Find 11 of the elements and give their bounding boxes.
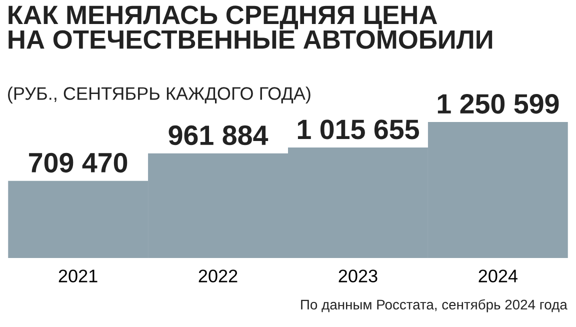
- text: По данным Росстата, сентябрь 2024 года: [301, 299, 568, 312]
- x-tick-label: 2023: [338, 270, 378, 282]
- x-tick-label: 2022: [198, 270, 238, 282]
- data-label: 709 470: [29, 152, 128, 173]
- x-tick-label: 2024: [478, 270, 518, 282]
- data-label: 961 884: [168, 125, 268, 146]
- chart-subtitle: (РУБ., СЕНТЯБРЬ КАЖДОГО ГОДА): [8, 86, 310, 104]
- x-tick-label: 2021: [58, 270, 98, 282]
- data-label: 1 015 655: [298, 120, 420, 140]
- data-label: 1 250 599: [438, 94, 559, 114]
- chart-title: КАК МЕНЯЛАСЬ СРЕДНЯЯ ЦЕНА НА ОТЕЧЕСТВЕННЫЕ АВТОМОБИЛИ: [8, 6, 492, 49]
